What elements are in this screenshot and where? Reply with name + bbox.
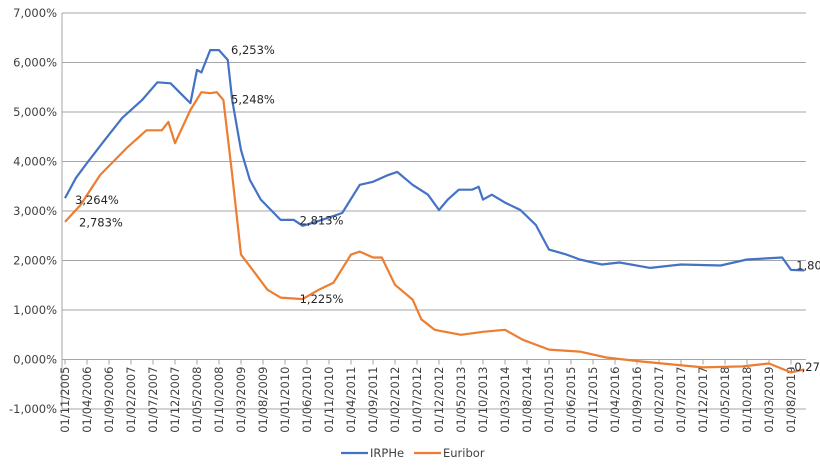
x-tick-label: 01/03/2009	[234, 367, 248, 433]
x-tick-label: 01/04/2016	[608, 367, 622, 433]
data-label: 2,783%	[79, 216, 123, 230]
x-tick-label: 01/10/2013	[476, 367, 490, 433]
data-label: 3,264%	[75, 193, 119, 207]
y-axis: -1,000% 0,000% 1,000% 2,000% 3,000% 4,000% 5,0…	[9, 6, 63, 416]
x-tick-label: 01/08/2019	[784, 367, 798, 433]
x-tick-label: 01/07/2007	[146, 367, 160, 433]
x-tick-label: 01/11/2005	[58, 367, 72, 433]
x-tick-label: 01/03/2019	[762, 367, 776, 433]
data-label: 2,813%	[300, 213, 344, 227]
data-label: 1,803%	[796, 258, 820, 272]
x-tick-label: 01/04/2011	[344, 367, 358, 433]
x-tick-label: 01/10/2008	[212, 367, 226, 433]
x-tick-label: 01/09/2011	[366, 367, 380, 433]
y-tick-label: 5,000%	[13, 105, 57, 119]
y-tick-label: 2,000%	[13, 254, 57, 268]
legend-label: IRPHe	[370, 446, 404, 460]
legend: IRPHe Euribor	[341, 446, 485, 460]
x-tick-label: 01/10/2018	[740, 367, 754, 433]
x-tick-label: 01/12/2017	[696, 367, 710, 433]
data-label: -0,272%	[790, 360, 820, 374]
x-tick-label: 01/06/2015	[564, 367, 578, 433]
y-tick-label: 0,000%	[13, 353, 57, 367]
x-tick-label: 01/08/2009	[256, 367, 270, 433]
x-tick-label: 01/07/2012	[410, 367, 424, 433]
y-tick-label: 3,000%	[13, 204, 57, 218]
data-label: 5,248%	[231, 93, 275, 107]
x-tick-label: 01/12/2012	[432, 367, 446, 433]
series-line-irphe	[64, 49, 805, 272]
y-tick-label: 7,000%	[13, 6, 57, 20]
x-tick-label: 01/12/2007	[168, 367, 182, 433]
x-tick-label: 01/05/2008	[190, 367, 204, 433]
x-axis: 01/11/2005 01/04/2006 01/09/2006 01/02/2007…	[58, 359, 806, 433]
x-tick-label: 01/09/2016	[630, 367, 644, 433]
x-tick-label: 01/04/2006	[80, 367, 94, 433]
x-tick-label: 01/02/2017	[652, 367, 666, 433]
y-tick-label: -1,000%	[9, 402, 57, 416]
x-tick-label: 01/01/2015	[542, 367, 556, 433]
x-tick-label: 01/08/2014	[520, 367, 534, 433]
series-line-euribor	[64, 91, 805, 374]
x-tick-label: 01/02/2012	[388, 367, 402, 433]
data-labels: 3,264% 2,783% 6,253% 5,248% 2,813% 1,225% 1,80…	[75, 43, 820, 374]
y-tick-label: 1,000%	[13, 303, 57, 317]
x-tick-label: 01/05/2018	[718, 367, 732, 433]
series-lines	[64, 49, 805, 374]
x-tick-label: 01/09/2006	[102, 367, 116, 433]
gridlines	[62, 12, 806, 410]
x-tick-label: 01/05/2013	[454, 367, 468, 433]
x-tick-label: 01/02/2007	[124, 367, 138, 433]
x-tick-label: 01/03/2014	[498, 367, 512, 433]
y-tick-label: 6,000%	[13, 56, 57, 70]
x-tick-label: 01/01/2010	[278, 367, 292, 433]
data-label: 6,253%	[231, 43, 275, 57]
x-tick-label: 01/11/2015	[586, 367, 600, 433]
legend-label: Euribor	[443, 446, 485, 460]
y-tick-label: 4,000%	[13, 155, 57, 169]
x-tick-label: 01/11/2010	[322, 367, 336, 433]
x-tick-label: 01/06/2010	[300, 367, 314, 433]
x-tick-label: 01/07/2017	[674, 367, 688, 433]
data-label: 1,225%	[300, 292, 344, 306]
